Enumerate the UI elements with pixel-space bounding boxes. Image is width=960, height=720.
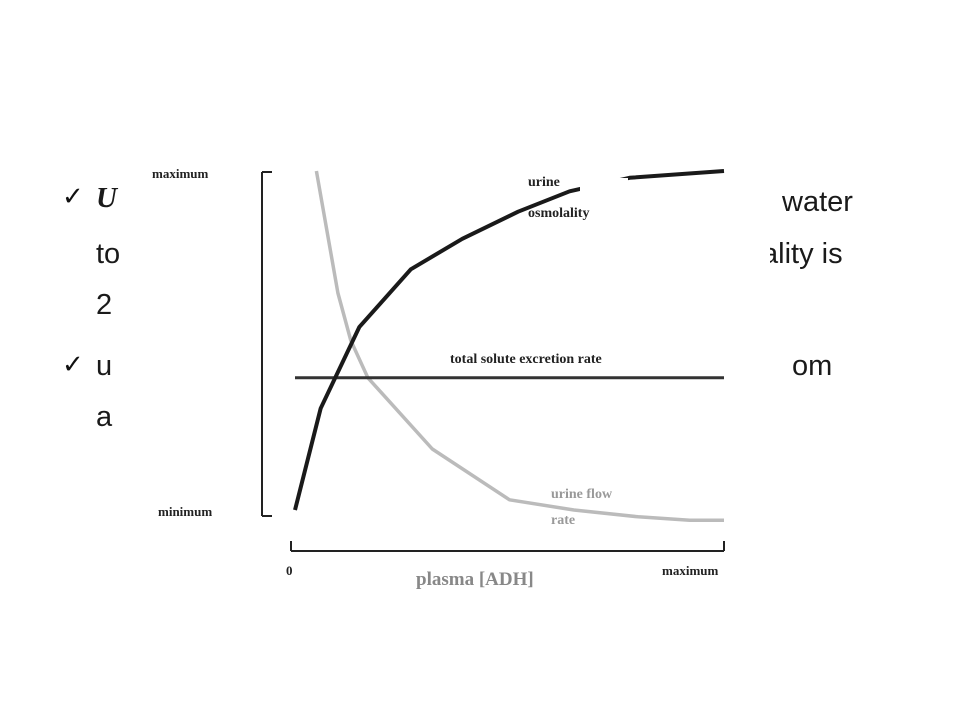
label-urine-flow-rate-line-2: rate xyxy=(551,513,575,528)
bullet-2-line-2-start: a xyxy=(96,401,113,433)
y-tick-label-max: maximum xyxy=(152,166,209,181)
y-tick-label-min: minimum xyxy=(158,504,212,519)
bullet-1-line-1-start: U xyxy=(96,182,117,214)
label-urine-osmolality-line-2: osmolality xyxy=(528,206,589,221)
x-axis-label: plasma [ADH] xyxy=(416,569,534,590)
label-urine-osmolality-line-1: urine xyxy=(528,175,560,190)
bullet-1-line-3-start: 2 xyxy=(96,289,113,321)
label-total-solute-excretion-rate: total solute excretion rate xyxy=(450,352,602,367)
label-urine-flow-rate-line-1: urine flow xyxy=(551,487,613,502)
checkmark-icon: ✓ xyxy=(62,182,84,212)
bullet-1-line-2-end: ality is xyxy=(762,238,843,270)
bullet-1-line-2-start: to xyxy=(96,238,121,270)
bullet-1-line-1-end: water xyxy=(782,186,853,218)
urine-osmolality-label-bg xyxy=(580,178,628,194)
chart-background xyxy=(140,150,770,610)
x-tick-label-max: maximum xyxy=(662,563,719,578)
checkmark-icon: ✓ xyxy=(62,350,84,380)
series-line-urine-flow-rate xyxy=(314,170,724,522)
bullet-2-line-1-start: u xyxy=(96,350,113,382)
bullet-2-line-1-end: om xyxy=(792,350,833,382)
x-tick-label-zero: 0 xyxy=(286,563,293,578)
